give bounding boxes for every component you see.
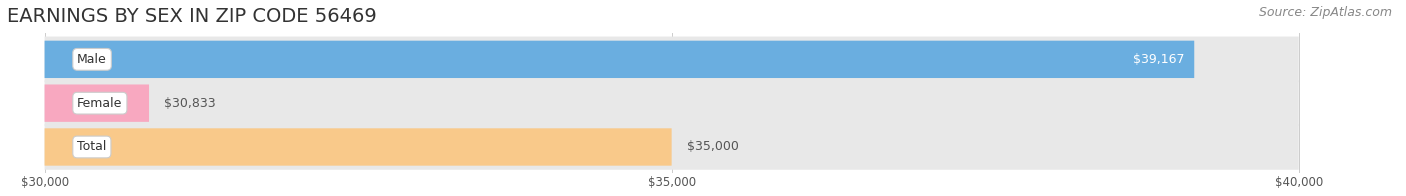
Text: Female: Female (77, 97, 122, 110)
Text: Male: Male (77, 53, 107, 66)
FancyBboxPatch shape (45, 80, 1299, 126)
FancyBboxPatch shape (45, 41, 1194, 78)
Text: $35,000: $35,000 (686, 141, 738, 153)
Text: $30,833: $30,833 (165, 97, 215, 110)
Text: EARNINGS BY SEX IN ZIP CODE 56469: EARNINGS BY SEX IN ZIP CODE 56469 (7, 7, 377, 26)
Text: Source: ZipAtlas.com: Source: ZipAtlas.com (1258, 6, 1392, 19)
Text: Total: Total (77, 141, 107, 153)
FancyBboxPatch shape (45, 124, 1299, 170)
FancyBboxPatch shape (45, 37, 1299, 82)
Text: $39,167: $39,167 (1133, 53, 1184, 66)
FancyBboxPatch shape (45, 84, 149, 122)
FancyBboxPatch shape (45, 128, 672, 166)
